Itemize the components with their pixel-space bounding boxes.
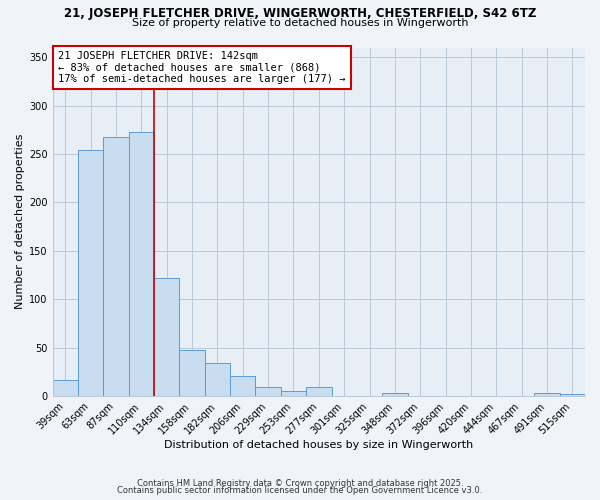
Bar bbox=[154, 278, 179, 396]
Bar bbox=[78, 150, 103, 396]
Bar bbox=[230, 376, 256, 396]
Text: Contains HM Land Registry data © Crown copyright and database right 2025.: Contains HM Land Registry data © Crown c… bbox=[137, 478, 463, 488]
Bar bbox=[205, 363, 230, 396]
Text: 21, JOSEPH FLETCHER DRIVE, WINGERWORTH, CHESTERFIELD, S42 6TZ: 21, JOSEPH FLETCHER DRIVE, WINGERWORTH, … bbox=[64, 8, 536, 20]
Text: Size of property relative to detached houses in Wingerworth: Size of property relative to detached ho… bbox=[132, 18, 468, 28]
Bar bbox=[306, 388, 332, 396]
Bar bbox=[53, 380, 78, 396]
Bar bbox=[281, 391, 306, 396]
Text: 21 JOSEPH FLETCHER DRIVE: 142sqm
← 83% of detached houses are smaller (868)
17% : 21 JOSEPH FLETCHER DRIVE: 142sqm ← 83% o… bbox=[58, 51, 346, 84]
Bar bbox=[535, 393, 560, 396]
Y-axis label: Number of detached properties: Number of detached properties bbox=[15, 134, 25, 310]
Bar bbox=[256, 388, 281, 396]
Text: Contains public sector information licensed under the Open Government Licence v3: Contains public sector information licen… bbox=[118, 486, 482, 495]
X-axis label: Distribution of detached houses by size in Wingerworth: Distribution of detached houses by size … bbox=[164, 440, 473, 450]
Bar bbox=[129, 132, 154, 396]
Bar bbox=[560, 394, 585, 396]
Bar bbox=[103, 136, 129, 396]
Bar bbox=[179, 350, 205, 396]
Bar bbox=[382, 393, 407, 396]
